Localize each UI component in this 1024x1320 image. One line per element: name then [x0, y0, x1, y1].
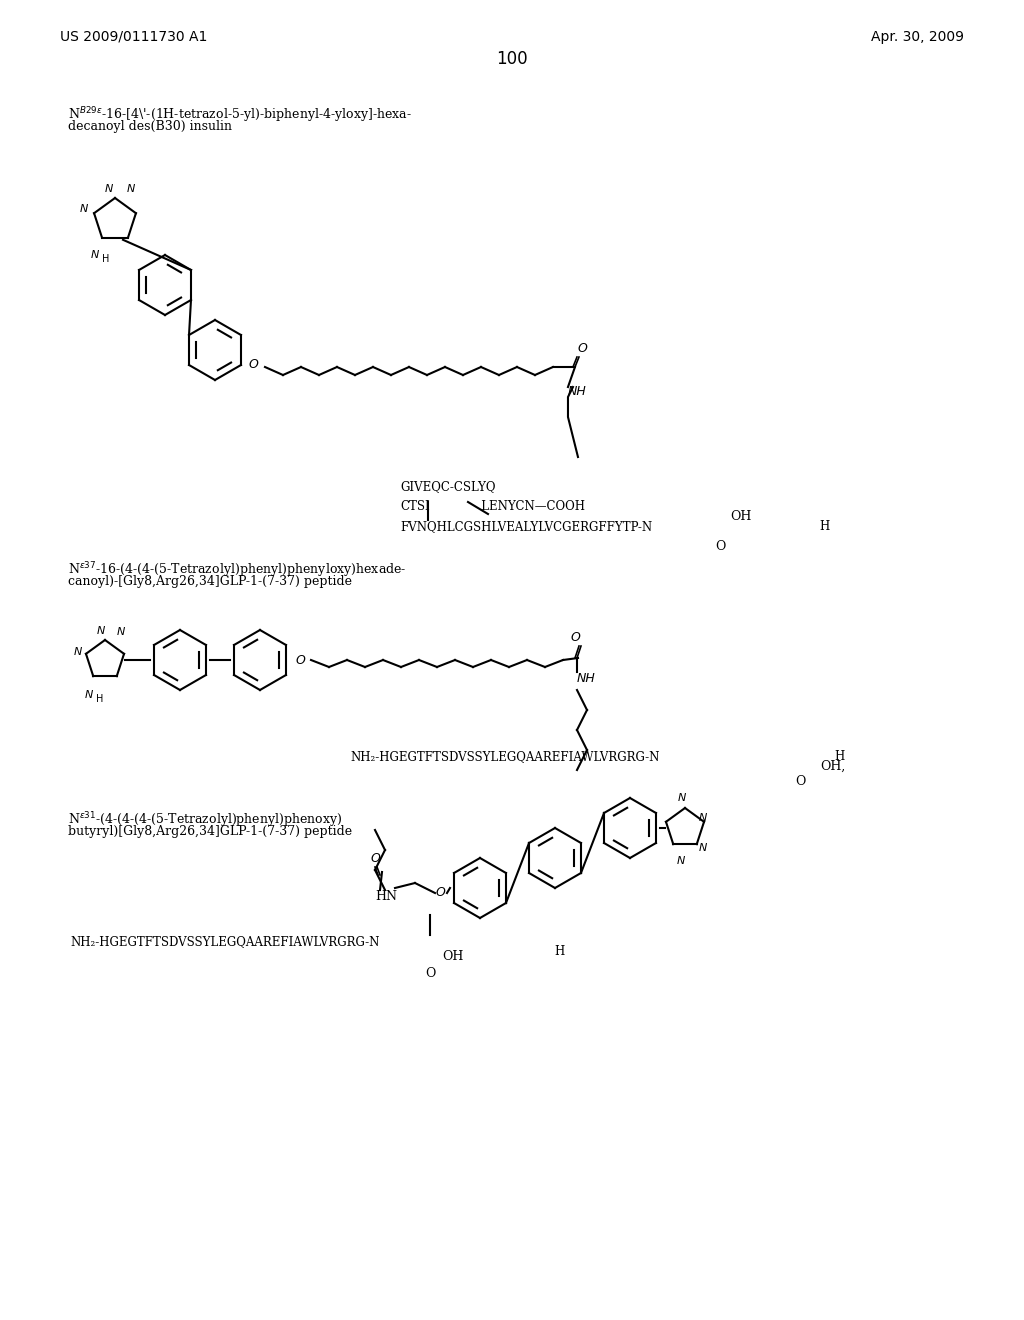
Text: N: N	[85, 690, 93, 700]
Text: butyryl)[Gly8,Arg26,34]GLP-1-(7-37) peptide: butyryl)[Gly8,Arg26,34]GLP-1-(7-37) pept…	[68, 825, 352, 838]
Text: N: N	[74, 647, 82, 657]
Text: N: N	[91, 249, 99, 260]
Text: NH: NH	[568, 385, 587, 399]
Text: N$^{B29\varepsilon}$-16-[4\'-(1H-tetrazol-5-yl)-biphenyl-4-yloxy]-hexa-: N$^{B29\varepsilon}$-16-[4\'-(1H-tetrazo…	[68, 106, 412, 124]
Text: O: O	[715, 540, 725, 553]
Text: O: O	[370, 851, 380, 865]
Text: OH,: OH,	[820, 760, 845, 774]
Text: O: O	[795, 775, 805, 788]
Text: N: N	[678, 793, 686, 803]
Text: N$^{\varepsilon 31}$-(4-(4-(4-(5-Tetrazolyl)phenyl)phenoxy): N$^{\varepsilon 31}$-(4-(4-(4-(5-Tetrazo…	[68, 810, 342, 829]
Text: NH₂-HGEGTFTSDVSSYLEGQAAREFIAWLVRGRG-N: NH₂-HGEGTFTSDVSSYLEGQAAREFIAWLVRGRG-N	[350, 750, 659, 763]
Text: NH₂-HGEGTFTSDVSSYLEGQAAREFIAWLVRGRG-N: NH₂-HGEGTFTSDVSSYLEGQAAREFIAWLVRGRG-N	[70, 935, 379, 948]
Text: O: O	[435, 887, 444, 899]
Text: H: H	[420, 945, 565, 958]
Text: H: H	[96, 694, 103, 704]
Text: decanoyl des(B30) insulin: decanoyl des(B30) insulin	[68, 120, 232, 133]
Text: N: N	[699, 843, 708, 853]
Text: H: H	[700, 750, 845, 763]
Text: N: N	[117, 627, 125, 638]
Text: O: O	[249, 359, 259, 371]
Text: FVNQHLCGSHLVEALYLVCGERGFFYTP-N: FVNQHLCGSHLVEALYLVCGERGFFYTP-N	[400, 520, 652, 533]
Text: N: N	[80, 205, 88, 214]
Text: N: N	[677, 855, 685, 866]
Text: canoyl)-[Gly8,Arg26,34]GLP-1-(7-37) peptide: canoyl)-[Gly8,Arg26,34]GLP-1-(7-37) pept…	[68, 576, 352, 587]
Text: N: N	[699, 813, 708, 822]
Text: HN: HN	[375, 890, 397, 903]
Text: O: O	[570, 631, 580, 644]
Text: OH: OH	[730, 510, 752, 523]
Text: LENYCN—COOH: LENYCN—COOH	[470, 500, 585, 513]
Text: OH: OH	[442, 950, 464, 964]
Text: NH: NH	[577, 672, 596, 685]
Text: GIVEQC-CSLYQ: GIVEQC-CSLYQ	[400, 480, 496, 492]
Text: CTSI: CTSI	[400, 500, 430, 513]
Text: N: N	[104, 183, 113, 194]
Text: N: N	[97, 626, 105, 636]
Text: H: H	[101, 253, 109, 264]
Text: N: N	[126, 183, 134, 194]
Text: N$^{\varepsilon 37}$-16-(4-(4-(5-Tetrazolyl)phenyl)phenyloxy)hexade-: N$^{\varepsilon 37}$-16-(4-(4-(5-Tetrazo…	[68, 560, 407, 579]
Text: H: H	[700, 520, 830, 533]
Text: 100: 100	[497, 50, 527, 69]
Text: Apr. 30, 2009: Apr. 30, 2009	[871, 30, 964, 44]
Text: O: O	[578, 342, 588, 355]
Text: O: O	[425, 968, 435, 979]
Text: O: O	[295, 653, 305, 667]
Text: US 2009/0111730 A1: US 2009/0111730 A1	[60, 30, 208, 44]
